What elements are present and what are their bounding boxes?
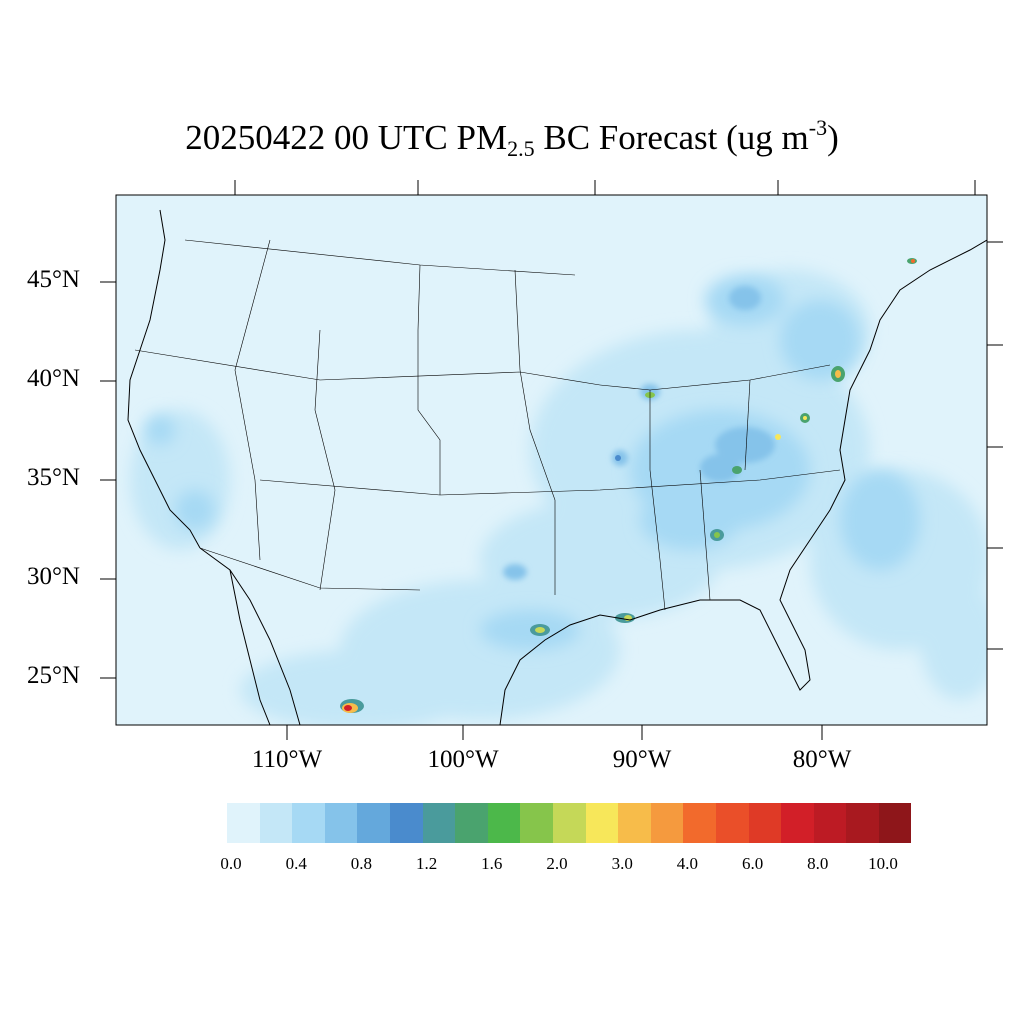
colorbar-swatch [455, 803, 488, 843]
colorbar-label: 10.0 [868, 854, 898, 873]
coastlines [127, 209, 987, 725]
lat-label: 35°N [26, 464, 80, 491]
colorbar-label: 1.2 [415, 854, 438, 873]
lon-label: 100°W [427, 746, 499, 773]
title-unit-superscript: -3 [808, 115, 828, 140]
colorbar-swatch [357, 803, 390, 843]
title-product: BC Forecast (ug m [543, 118, 809, 157]
colorbar-swatch [389, 803, 423, 843]
colorbar-swatch [520, 803, 553, 843]
colorbar-label: 4.0 [676, 854, 699, 873]
colorbar [227, 803, 912, 843]
lat-label: 25°N [26, 662, 80, 689]
map-frame [115, 194, 988, 726]
colorbar-label: 1.6 [481, 854, 503, 873]
colorbar-swatch [846, 803, 879, 843]
lon-label: 90°W [612, 746, 672, 773]
lon-label: 110°W [251, 746, 323, 773]
colorbar-label: 3.0 [611, 854, 633, 873]
lat-label: 30°N [26, 563, 80, 590]
tick-marks [100, 180, 1003, 740]
title-species: PM [456, 118, 508, 157]
colorbar-swatch [227, 803, 260, 843]
title-hour: 00 UTC [334, 118, 448, 157]
colorbar-swatch [650, 803, 684, 843]
colorbar-swatch [715, 803, 749, 843]
lon-label: 80°W [792, 746, 852, 773]
colorbar-swatch [552, 803, 586, 843]
colorbar-swatch [259, 803, 293, 843]
map-field [116, 195, 987, 725]
colorbar-swatch [748, 803, 782, 843]
colorbar-label: 0.4 [285, 854, 307, 873]
title-date: 20250422 [185, 118, 326, 157]
colorbar-label: 0.0 [220, 854, 242, 873]
lat-label: 40°N [26, 365, 80, 392]
colorbar-swatch [324, 803, 358, 843]
colorbar-swatch [781, 803, 814, 843]
colorbar-swatch [585, 803, 619, 843]
map-title: 20250422 00 UTC PM2.5 BC Forecast (ug m-… [0, 115, 1024, 161]
colorbar-swatch [292, 803, 325, 843]
colorbar-label: 8.0 [807, 854, 829, 873]
colorbar-swatch [813, 803, 847, 843]
state-borders [134, 239, 841, 611]
colorbar-label: 0.8 [350, 854, 373, 873]
colorbar-swatch [487, 803, 521, 843]
colorbar-swatch [878, 803, 912, 843]
title-species-subscript: 2.5 [507, 136, 535, 161]
colorbar-swatch [683, 803, 716, 843]
colorbar-label: 2.0 [546, 854, 568, 873]
lat-label: 45°N [26, 266, 80, 293]
title-close: ) [827, 118, 839, 157]
colorbar-swatch [422, 803, 456, 843]
colorbar-label: 6.0 [741, 854, 764, 873]
colorbar-swatch [618, 803, 651, 843]
